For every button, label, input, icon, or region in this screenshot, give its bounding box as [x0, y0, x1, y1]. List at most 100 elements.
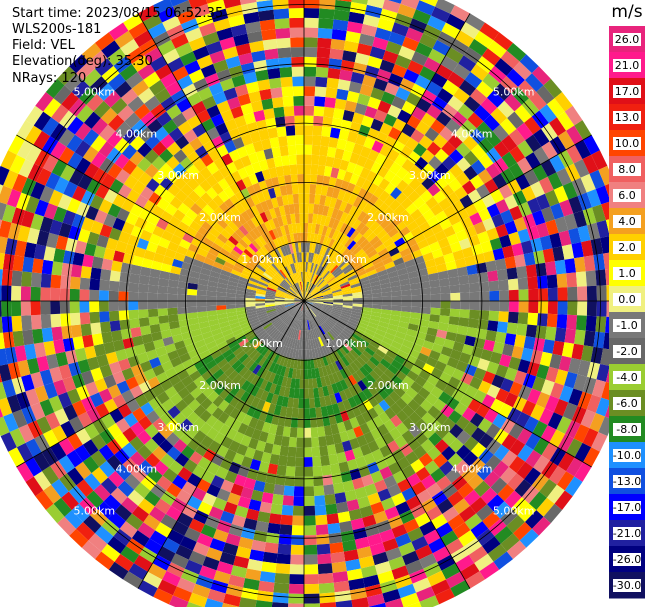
- velocity-gate: [385, 242, 397, 253]
- velocity-gate: [178, 319, 190, 328]
- velocity-gate: [320, 285, 330, 292]
- velocity-gate: [433, 190, 447, 204]
- velocity-gate: [369, 318, 380, 326]
- velocity-gate: [148, 316, 160, 326]
- velocity-gate: [471, 243, 484, 256]
- velocity-gate: [187, 437, 201, 452]
- velocity-gate: [344, 354, 354, 365]
- velocity-gate: [129, 318, 140, 329]
- velocity-gate: [207, 280, 218, 288]
- velocity-gate: [514, 104, 532, 123]
- velocity-gate: [311, 328, 317, 339]
- velocity-gate: [531, 110, 549, 129]
- velocity-gate: [460, 216, 474, 230]
- velocity-gate: [341, 440, 353, 452]
- velocity-gate: [421, 474, 436, 490]
- velocity-gate: [492, 173, 507, 189]
- velocity-gate: [456, 325, 468, 336]
- velocity-gate: [306, 282, 310, 292]
- velocity-gate: [167, 241, 180, 252]
- velocity-gate: [410, 129, 425, 143]
- velocity-gate: [517, 428, 533, 445]
- velocity-gate: [428, 350, 441, 361]
- velocity-gate: [311, 368, 317, 379]
- velocity-gate: [58, 222, 72, 238]
- velocity-gate: [332, 339, 341, 349]
- velocity-gate: [357, 322, 368, 329]
- velocity-gate: [160, 490, 177, 506]
- velocity-gate: [286, 327, 293, 337]
- velocity-gate: [101, 258, 113, 271]
- velocity-gate: [234, 332, 245, 341]
- velocity-gate: [361, 335, 372, 344]
- velocity-gate: [0, 416, 10, 437]
- velocity-gate: [320, 376, 327, 387]
- velocity-gate: [400, 592, 420, 607]
- velocity-gate: [271, 330, 280, 339]
- velocity-gate: [205, 359, 218, 370]
- velocity-gate: [331, 266, 341, 275]
- velocity-gate: [402, 214, 415, 227]
- velocity-gate: [269, 453, 280, 465]
- velocity-gate: [321, 289, 332, 294]
- velocity-gate: [470, 497, 487, 514]
- velocity-gate: [234, 363, 246, 374]
- velocity-gate: [11, 207, 26, 226]
- velocity-gate: [304, 135, 313, 145]
- velocity-gate: [478, 207, 492, 222]
- velocity-gate: [454, 258, 467, 269]
- velocity-gate: [308, 203, 315, 214]
- velocity-gate: [347, 320, 358, 328]
- velocity-gate: [384, 82, 400, 96]
- velocity-gate: [308, 309, 313, 319]
- velocity-gate: [304, 47, 318, 58]
- velocity-gate: [40, 287, 51, 301]
- velocity-gate: [245, 303, 256, 308]
- velocity-gate: [319, 445, 329, 457]
- velocity-gate: [428, 155, 443, 170]
- velocity-gate: [351, 0, 369, 5]
- velocity-gate: [335, 360, 344, 371]
- velocity-gate: [349, 280, 360, 286]
- velocity-gate: [261, 346, 270, 357]
- velocity-gate: [160, 514, 177, 530]
- velocity-gate: [172, 425, 187, 439]
- velocity-gate: [214, 336, 226, 346]
- velocity-gate: [523, 416, 539, 433]
- velocity-gate: [367, 249, 378, 259]
- velocity-gate: [508, 231, 521, 246]
- velocity-gate: [577, 359, 591, 377]
- velocity-gate: [422, 363, 435, 375]
- velocity-gate: [114, 433, 130, 449]
- velocity-gate: [159, 411, 174, 426]
- velocity-gate: [536, 222, 550, 238]
- velocity-gate: [232, 346, 244, 357]
- velocity-gate: [401, 430, 415, 444]
- velocity-gate: [233, 431, 245, 444]
- velocity-gate: [476, 80, 494, 98]
- velocity-gate: [352, 245, 363, 256]
- colorbar-tick-label: 2.0: [618, 241, 636, 254]
- velocity-gate: [74, 461, 92, 480]
- velocity-gate: [333, 268, 342, 277]
- velocity-gate: [384, 182, 397, 195]
- velocity-gate: [177, 369, 190, 381]
- velocity-gate: [483, 339, 496, 352]
- velocity-gate: [98, 388, 113, 403]
- velocity-gate: [315, 265, 322, 275]
- velocity-gate: [347, 240, 357, 251]
- velocity-gate: [362, 293, 373, 298]
- velocity-gate: [186, 495, 202, 510]
- velocity-gate: [320, 268, 327, 278]
- velocity-gate: [235, 411, 247, 423]
- velocity-gate: [304, 447, 313, 458]
- velocity-gate: [328, 342, 336, 352]
- velocity-gate: [430, 468, 446, 483]
- velocity-gate: [314, 194, 321, 205]
- velocity-gate: [349, 417, 360, 429]
- velocity-gate: [276, 290, 286, 295]
- velocity-gate: [118, 231, 131, 244]
- velocity-gate: [354, 344, 365, 354]
- velocity-gate: [365, 373, 376, 385]
- velocity-gate: [326, 404, 335, 416]
